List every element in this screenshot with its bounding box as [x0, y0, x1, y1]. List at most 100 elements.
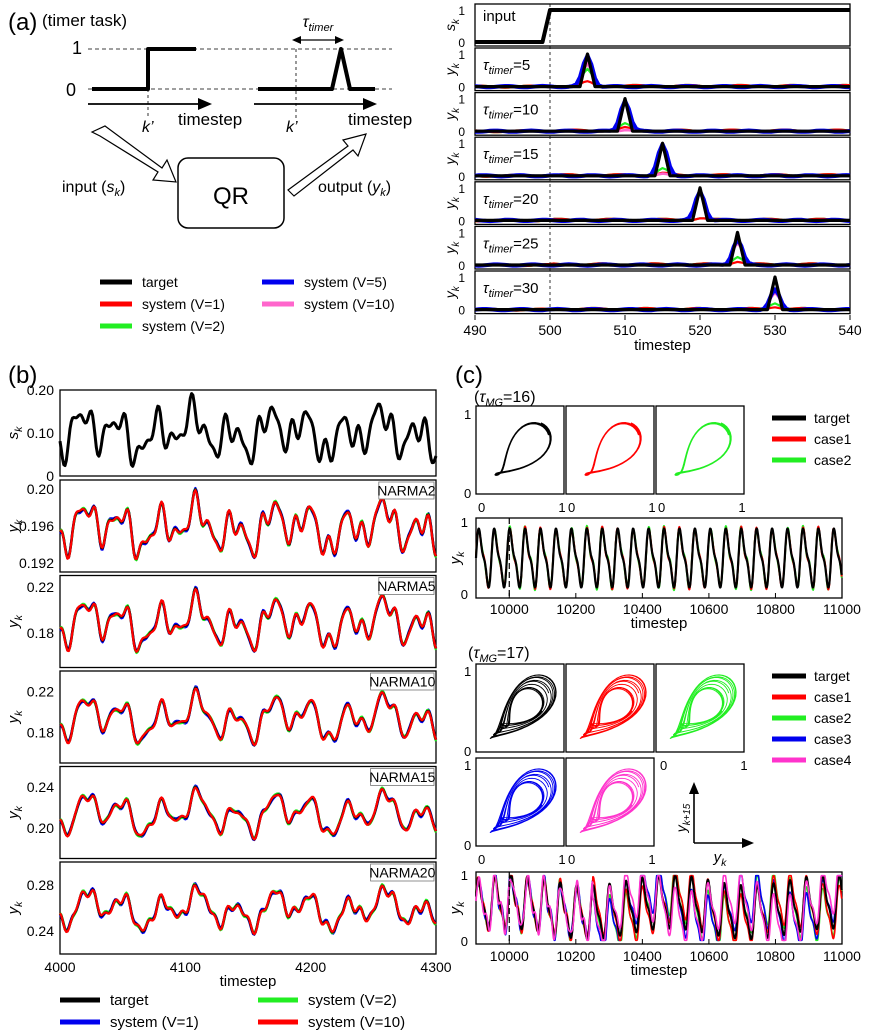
timer-series-target-1 — [475, 96, 850, 133]
timer-series-target-5 — [475, 275, 850, 312]
timer-axes-2 — [474, 136, 851, 181]
qr-box-label: QR — [213, 183, 249, 210]
narma-ytick-2-0.22: 0.22 — [27, 683, 54, 699]
mg17-phase-1-trajectory — [579, 674, 647, 739]
narma-xtick-4100: 4100 — [170, 959, 201, 975]
narma-ytick-3-0.20: 0.20 — [27, 820, 54, 836]
timer-ytick-1-5: 1 — [458, 271, 465, 285]
mg17-legend-entry-1: case1 — [814, 689, 852, 705]
narma-input-ytick-0.20: 0.20 — [27, 382, 54, 398]
mg17-phase-xtick1-top: 1 — [740, 758, 747, 773]
narma-ylabel-4: yk — [5, 901, 25, 916]
mg16-xlabel: timestep — [631, 615, 688, 632]
timer-ytick-0-2: 0 — [458, 170, 465, 184]
mg16-xtick-10400: 10400 — [623, 601, 662, 617]
timer-xtick-510: 510 — [613, 322, 637, 338]
mg16-phase-xtick1-0: 1 — [558, 500, 565, 515]
mg16-phase-0-frame — [475, 405, 565, 495]
mg17-phase-3-frame — [475, 757, 565, 847]
timer-xtick-490: 490 — [463, 322, 487, 338]
narma-axes-4 — [59, 861, 437, 955]
narma-axes-2 — [59, 670, 437, 764]
timer-ylabel-5: yk — [442, 285, 462, 299]
mg17-legend-entry-0: target — [814, 668, 850, 684]
mg17-phase-2-frame — [655, 663, 745, 753]
mg17-phase-xtick0-0: 0 — [478, 852, 485, 867]
mg16-phase-2-frame — [655, 405, 745, 495]
narma-label-box-2 — [370, 672, 435, 691]
mg17-phase-0-frame — [475, 663, 565, 753]
timer-xtick-530: 530 — [763, 322, 787, 338]
mg17-xtick-11000: 11000 — [823, 948, 861, 964]
narma-series-system-V-10--1 — [59, 587, 438, 653]
narma-label-box-3 — [370, 768, 435, 786]
mg16-phase-2-trajectory — [674, 422, 732, 476]
narma-axes-0 — [59, 479, 437, 573]
narma-xtick-4000: 4000 — [44, 959, 75, 975]
timer-series-target-0 — [475, 52, 850, 89]
narma-xlabel: timestep — [220, 973, 277, 990]
mg17-phase-4-trajectory — [579, 768, 647, 833]
timer-task-title: (timer task) — [42, 11, 127, 30]
narma-input-axes — [59, 389, 437, 477]
mg17-xtick-10800: 10800 — [756, 948, 795, 964]
mg17-legend-entry-4: case4 — [814, 752, 852, 768]
timer-ylabel-0: yk — [442, 62, 462, 76]
legend-entry-4: system (V=10) — [304, 296, 395, 312]
mg17-ts-axes — [475, 871, 843, 945]
narma-ytick-4-0.28: 0.28 — [27, 877, 54, 893]
timer-ytick-1-0: 1 — [458, 48, 465, 62]
timer-series-target-3 — [475, 186, 850, 222]
mg17-ytick-0: 0 — [461, 934, 468, 949]
timer-xtick-520: 520 — [688, 322, 712, 338]
mg17-phase-1-frame — [565, 663, 655, 753]
timer-xtick-500: 500 — [538, 322, 562, 338]
mg16-phase-0-trajectory — [494, 422, 552, 476]
timer-subplot-label-0: τtimer=5 — [483, 57, 530, 77]
mg17-ts-series-4 — [475, 874, 843, 942]
timer-ytick-0-3: 0 — [458, 214, 465, 228]
arrowhead-right — [363, 98, 377, 110]
output-pulse-schematic — [258, 47, 375, 91]
mg17-phase-0-trajectory — [489, 674, 557, 739]
timer-axes-4 — [474, 225, 851, 270]
output-arrow — [287, 133, 367, 197]
legend-entry-2: system (V=2) — [142, 318, 225, 334]
level-one-label: 1 — [72, 38, 82, 58]
mg16-legend-entry-0: target — [814, 410, 850, 426]
mg17-phase-2-trajectory — [669, 674, 737, 739]
mg16-xtick-10800: 10800 — [756, 601, 795, 617]
input-arrow-label: input (sk) — [62, 179, 125, 199]
phase-axis-arrow-y — [689, 782, 699, 794]
narma-subplot-label-3: NARMA15 — [369, 769, 435, 785]
narma-input-ytick-0.10: 0.10 — [27, 425, 54, 441]
narma-input-series — [58, 392, 438, 468]
timer-axes-3 — [474, 181, 851, 226]
timer-subplot-label-2: τtimer=15 — [483, 146, 539, 166]
narma-legend-entry-3: system (V=10) — [308, 1014, 405, 1031]
mg17-ytick-1: 1 — [461, 868, 468, 883]
timer-axes-1 — [474, 91, 851, 136]
tau-arrowhead-r — [335, 36, 344, 44]
timer-axes-0 — [474, 47, 851, 92]
timer-ytick-0-1: 0 — [458, 125, 465, 139]
input-axes — [474, 3, 851, 47]
narma-subplot-label-2: NARMA10 — [369, 674, 435, 690]
mg16-ylabel: yk — [447, 551, 467, 566]
mg16-phase-xtick0-0: 0 — [478, 500, 485, 515]
mg16-xtick-10600: 10600 — [689, 601, 728, 617]
legend-entry-3: system (V=5) — [304, 274, 387, 290]
narma-ytick-1-0.18: 0.18 — [27, 625, 54, 641]
timer-ylabel-4: yk — [442, 241, 462, 255]
mg17-phase-ytick-1b: 1 — [464, 758, 471, 773]
timer-ytick-1-4: 1 — [458, 226, 465, 240]
legend-entry-1: system (V=1) — [142, 296, 225, 312]
mg17-phase-xtick0-top: 0 — [660, 758, 667, 773]
mg16-legend-entry-2: case2 — [814, 452, 852, 468]
input-step-schematic — [92, 47, 196, 91]
timer-series-target-4 — [475, 230, 850, 267]
level-zero-label: 0 — [66, 80, 76, 100]
narma-series-system-V-10--4 — [59, 884, 437, 936]
mg16-phase-xtick0-1: 0 — [568, 500, 575, 515]
